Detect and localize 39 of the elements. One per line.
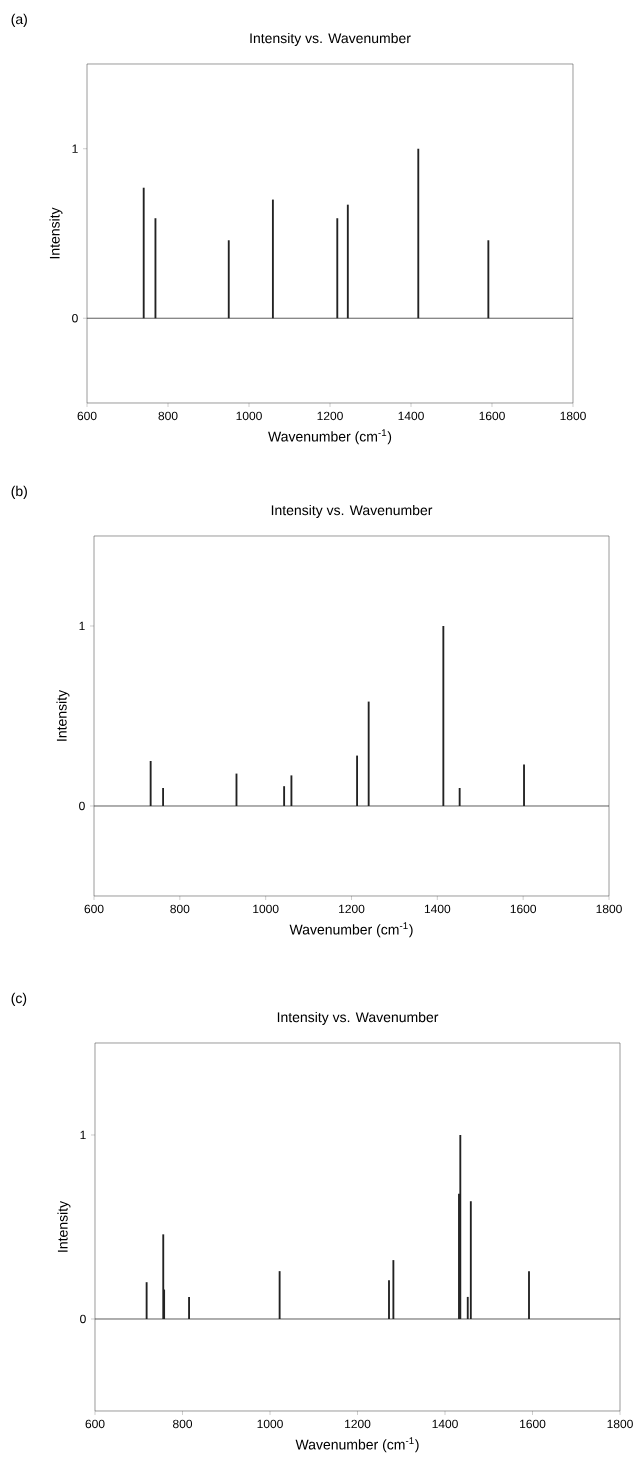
x-tick-label: 1400 xyxy=(424,904,451,914)
x-tick-label: 600 xyxy=(85,1419,105,1429)
x-tick-label: 600 xyxy=(77,411,97,421)
y-tick-label: 0 xyxy=(72,313,78,323)
text: (a) xyxy=(11,13,27,27)
x-tick-label: 1600 xyxy=(520,1419,546,1429)
x-tick-label: 1200 xyxy=(345,1419,371,1429)
y-tick-label: 0 xyxy=(79,801,85,811)
y-tick-label: 1 xyxy=(72,144,78,153)
x-tick-label: 800 xyxy=(173,1419,193,1429)
text: (b) xyxy=(11,485,27,499)
y-axis-title: Intensity xyxy=(56,689,70,741)
y-tick-label: 1 xyxy=(80,1130,86,1140)
x-tick-label: 1000 xyxy=(253,904,279,914)
x-tick-label: 1600 xyxy=(479,411,505,421)
x-axis-title: Wavenumber (cm$^{-1}$) xyxy=(295,1437,419,1453)
x-tick-label: 1400 xyxy=(432,1419,458,1429)
x-tick-label: 1400 xyxy=(398,411,424,421)
x-tick-label: 1600 xyxy=(510,904,537,914)
y-axis-title: Intensity xyxy=(49,207,63,259)
x-tick-label: 1000 xyxy=(257,1419,283,1429)
x-tick-label: 1200 xyxy=(339,904,365,914)
x-tick-label: 800 xyxy=(170,904,190,914)
chart-title: Intensity vs. Wavenumber xyxy=(250,32,411,46)
y-axis-title: Intensity xyxy=(57,1200,71,1252)
x-axis-title: Wavenumber (cm$^{-1}$) xyxy=(289,922,413,938)
chart-title: Intensity vs. Wavenumber xyxy=(277,1011,439,1025)
y-tick-label: 1 xyxy=(79,621,85,631)
text: (c) xyxy=(11,992,27,1006)
x-axis-title: Wavenumber (cm$^{-1}$) xyxy=(268,429,392,445)
x-tick-label: 800 xyxy=(158,411,178,421)
x-tick-label: 1200 xyxy=(317,411,343,421)
x-tick-label: 600 xyxy=(84,904,104,914)
y-tick-label: 0 xyxy=(80,1314,86,1324)
x-tick-label: 1000 xyxy=(236,411,262,421)
x-tick-label: 1800 xyxy=(560,411,586,421)
x-tick-label: 1800 xyxy=(607,1419,633,1429)
chart-title: Intensity vs. Wavenumber xyxy=(271,504,433,518)
x-tick-label: 1800 xyxy=(596,904,622,914)
